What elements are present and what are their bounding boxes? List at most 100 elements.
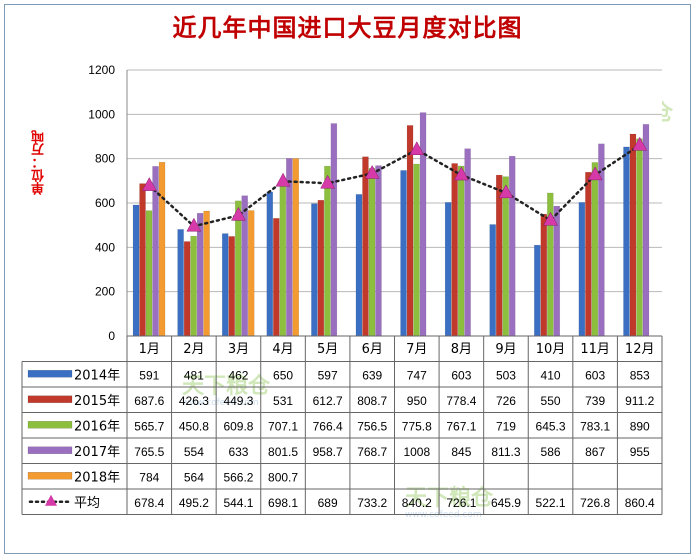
chart-title: 近几年中国进口大豆月度对比图	[172, 13, 523, 42]
average-point	[231, 206, 246, 221]
average-point	[543, 211, 558, 226]
table-cell-value: 603	[585, 368, 605, 382]
x-tick-label: 9月	[495, 342, 516, 357]
bar-2016年	[324, 165, 331, 337]
x-tick-label: 6月	[362, 342, 383, 357]
table-cell-value: 639	[362, 368, 382, 382]
table-cell-value: 765.5	[134, 445, 164, 459]
table-cell-value: 739	[585, 394, 605, 408]
x-tick-label: 12月	[625, 342, 655, 357]
x-tick-label: 4月	[272, 342, 293, 357]
table-cell-value: 783.1	[580, 419, 610, 433]
table-cell-value: 840.2	[402, 496, 432, 510]
bar-2016年	[502, 176, 509, 337]
table-cell-value: 747	[407, 368, 427, 382]
bar-2016年	[145, 210, 153, 337]
table-cell-value: 609.8	[223, 419, 253, 433]
bar-2015年	[495, 174, 503, 337]
table-cell-value: 462	[228, 368, 248, 382]
legend-label: 2016年	[74, 419, 120, 434]
table-cell-value: 778.4	[446, 394, 476, 408]
table-cell-value: 689	[318, 496, 338, 510]
table-cell-value: 410	[541, 368, 561, 382]
bar-2017年	[330, 123, 338, 337]
legend-key-average-marker	[45, 494, 57, 506]
bar-2017年	[419, 112, 427, 337]
table-cell-value: 733.2	[357, 496, 387, 510]
bar-2015年	[629, 133, 637, 337]
table-cell-value: 564	[184, 470, 204, 484]
bar-2016年	[234, 200, 242, 337]
table-cell-value: 612.7	[313, 394, 343, 408]
bar-2015年	[362, 156, 369, 337]
table-cell-value: 522.1	[536, 496, 566, 510]
table-cell-value: 597	[318, 368, 338, 382]
average-point	[453, 166, 469, 181]
x-tick-label: 3月	[228, 342, 249, 357]
table-cell-value: 531	[273, 394, 293, 408]
bar-2016年	[368, 168, 376, 337]
y-tick-label: 200	[95, 285, 115, 299]
table-cell-value: 766.4	[313, 419, 343, 433]
table-cell-value: 775.8	[402, 419, 432, 433]
legend-key-2015年	[27, 395, 73, 403]
average-point	[320, 174, 336, 189]
average-line	[148, 144, 641, 228]
table-cell-value: 867	[585, 445, 605, 459]
bar-2017年	[553, 205, 561, 337]
average-point	[587, 166, 603, 181]
bar-2018年	[158, 161, 166, 337]
bar-2015年	[317, 199, 325, 337]
table-cell-value: 481	[184, 368, 204, 382]
table-cell-value: 707.1	[268, 419, 298, 433]
bar-2017年	[196, 212, 204, 337]
table-cell-value: 726	[496, 394, 516, 408]
legend-key-2016年	[27, 421, 73, 429]
x-tick-label: 5月	[317, 342, 338, 357]
table-cell-value: 911.2	[625, 394, 654, 408]
legend-label: 平均	[74, 496, 100, 511]
table-cell-value: 958.7	[313, 445, 343, 459]
bar-2016年	[636, 138, 643, 337]
bar-2014年	[221, 233, 229, 337]
bar-2017年	[642, 124, 650, 337]
table-cell-value: 544.1	[223, 496, 253, 510]
average-point	[141, 177, 157, 191]
x-tick-label: 10月	[536, 342, 566, 357]
legend-label: 2018年	[74, 470, 120, 485]
legend-label: 2017年	[74, 445, 120, 460]
table-cell-value: 645.3	[536, 419, 566, 433]
table-cell-value: 845	[451, 445, 471, 459]
bar-2015年	[540, 213, 548, 337]
table-cell-value: 950	[407, 394, 427, 408]
bar-2016年	[591, 162, 599, 337]
bar-2015年	[273, 218, 280, 337]
bar-2017年	[508, 155, 516, 337]
table-cell-value: 678.4	[134, 496, 164, 510]
legend-key-2014年	[27, 370, 73, 378]
legend-key-2017年	[27, 446, 73, 454]
table-cell-value: 550	[541, 394, 561, 408]
bar-2014年	[400, 170, 407, 337]
table-cell-value: 645.9	[491, 496, 521, 510]
bar-2017年	[375, 165, 382, 337]
bar-2015年	[228, 236, 235, 337]
bar-2015年	[406, 125, 414, 337]
bar-2014年	[311, 203, 318, 337]
bar-2018年	[247, 210, 255, 337]
table-cell-value: 603	[451, 368, 471, 382]
bar-2016年	[413, 163, 420, 337]
bar-2016年	[457, 165, 465, 337]
bar-2016年	[190, 235, 197, 337]
table-cell-value: 503	[496, 368, 516, 382]
x-tick-label: 7月	[406, 342, 427, 357]
table-cell-value: 687.6	[134, 394, 164, 408]
bar-2014年	[266, 191, 274, 337]
bar-2014年	[132, 204, 140, 337]
bar-2014年	[623, 146, 630, 337]
table-cell-value: 801.5	[268, 445, 298, 459]
x-tick-label: 8月	[451, 342, 472, 357]
table-cell-value: 554	[184, 445, 204, 459]
bar-2015年	[585, 171, 592, 337]
y-tick-label: 800	[95, 152, 115, 166]
